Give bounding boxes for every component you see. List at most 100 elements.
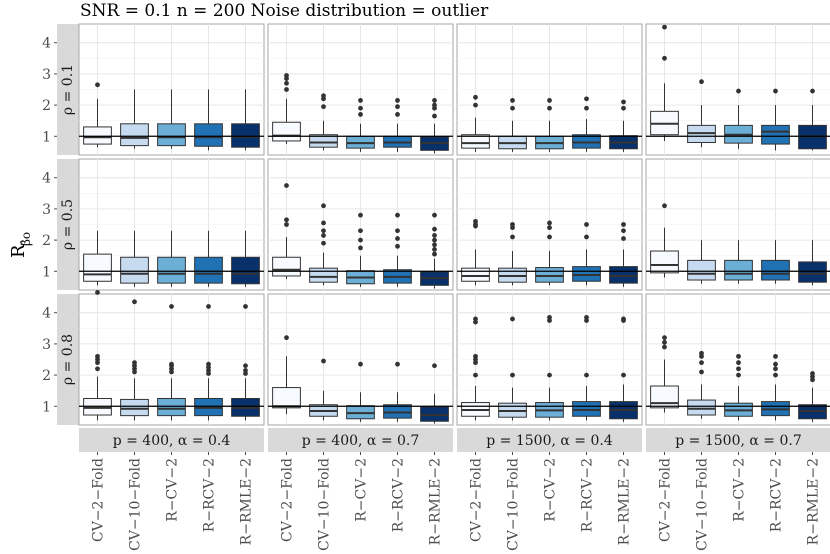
outlier-point <box>95 82 100 88</box>
outlier-point <box>284 222 289 227</box>
box-iqr <box>535 267 564 283</box>
facet-panel <box>456 23 643 156</box>
x-tick-label: CV−10−Fold <box>317 458 333 551</box>
x-tick-label: R−RMLE−2 <box>806 458 822 545</box>
chart-title: SNR = 0.1 n = 200 Noise distribution = o… <box>80 1 489 21</box>
outlier-point <box>284 183 289 188</box>
outlier-point <box>206 304 211 309</box>
box-iqr <box>120 123 149 147</box>
outlier-point <box>321 104 326 110</box>
outlier-point <box>699 350 704 356</box>
outlier-point <box>773 372 778 378</box>
outlier-point <box>736 372 741 378</box>
row-strip-bg <box>57 294 79 425</box>
outlier-point <box>473 94 478 100</box>
box-iqr <box>83 253 112 282</box>
outlier-point <box>169 304 174 309</box>
y-tick-label: 2 <box>42 233 51 249</box>
box-iqr <box>724 259 753 281</box>
box-iqr <box>194 256 223 284</box>
y-tick-label: 1 <box>42 399 51 415</box>
outlier-point <box>473 218 478 224</box>
y-axis-label-main: R <box>8 244 29 258</box>
box-iqr <box>157 123 186 147</box>
x-tick-label: CV−2−Fold <box>658 458 674 542</box>
outlier-point <box>621 222 626 227</box>
facet-panel <box>267 23 454 156</box>
outlier-point <box>321 203 326 209</box>
facet-panel <box>267 158 454 291</box>
outlier-point <box>773 366 778 372</box>
x-tick-label: R−RMLE−2 <box>239 458 255 545</box>
box-iqr <box>461 267 490 282</box>
x-tick-label: R−CV−2 <box>165 458 181 522</box>
y-tick-label: 1 <box>42 264 51 280</box>
facet-panel <box>645 23 830 156</box>
col-strip-label: p = 1500, α = 0.7 <box>675 433 801 449</box>
outlier-point <box>95 353 100 359</box>
x-tick-label: R−RCV−2 <box>580 458 596 532</box>
outlier-point <box>473 353 478 359</box>
outlier-point <box>95 366 100 372</box>
box-iqr <box>194 123 223 147</box>
outlier-point <box>395 212 400 218</box>
box-iqr <box>461 134 490 149</box>
outlier-point <box>132 299 137 305</box>
box-iqr <box>120 398 149 417</box>
col-strip-bg <box>79 428 264 452</box>
x-tick-label: R−CV−2 <box>732 458 748 522</box>
outlier-point <box>510 372 515 378</box>
col-strip-bg <box>646 428 830 452</box>
box-iqr <box>572 266 601 282</box>
box-iqr <box>157 256 186 284</box>
box-iqr <box>650 385 679 409</box>
outlier-point <box>510 98 515 103</box>
x-tick-label: R−CV−2 <box>543 458 559 522</box>
outlier-point <box>662 339 667 345</box>
outlier-point <box>284 335 289 341</box>
box-iqr <box>609 266 638 284</box>
x-tick-label: R−RMLE−2 <box>617 458 633 545</box>
outlier-point <box>358 228 363 234</box>
outlier-point <box>662 24 667 30</box>
outlier-point <box>736 360 741 366</box>
outlier-point <box>395 104 400 110</box>
outlier-point <box>473 102 478 108</box>
col-strip-label: p = 400, α = 0.7 <box>302 433 420 449</box>
facet-panel <box>78 290 265 426</box>
outlier-point <box>621 228 626 234</box>
outlier-point <box>584 105 589 111</box>
outlier-point <box>662 55 667 61</box>
outlier-point <box>395 236 400 241</box>
outlier-point <box>547 105 552 111</box>
box-iqr <box>383 404 412 419</box>
y-tick-label: 2 <box>42 368 51 384</box>
outlier-point <box>662 344 667 350</box>
box-iqr <box>231 256 260 285</box>
outlier-point <box>432 247 437 252</box>
outlier-point <box>547 98 552 103</box>
box-iqr <box>309 134 338 148</box>
outlier-point <box>736 353 741 359</box>
x-tick-label: CV−10−Fold <box>128 458 144 551</box>
outlier-point <box>773 353 778 359</box>
y-tick-label: 1 <box>42 129 51 145</box>
outlier-point <box>358 361 363 367</box>
outlier-point <box>243 363 248 369</box>
col-strip-label: p = 1500, α = 0.4 <box>486 433 613 449</box>
outlier-point <box>473 372 478 378</box>
outlier-point <box>621 372 626 378</box>
box-iqr <box>231 123 260 148</box>
y-tick-label: 4 <box>42 36 51 52</box>
outlier-point <box>547 372 552 378</box>
outlier-point <box>699 369 704 375</box>
outlier-point <box>662 335 667 341</box>
x-tick-label: CV−2−Fold <box>91 458 107 542</box>
outlier-point <box>321 228 326 234</box>
box-iqr <box>272 387 301 409</box>
outlier-point <box>358 245 363 251</box>
y-tick-label: 3 <box>42 202 51 218</box>
x-tick-label: CV−10−Fold <box>506 458 522 551</box>
col-strip-bg <box>268 428 453 452</box>
row-strip-label: ρ = 0.5 <box>60 199 76 250</box>
